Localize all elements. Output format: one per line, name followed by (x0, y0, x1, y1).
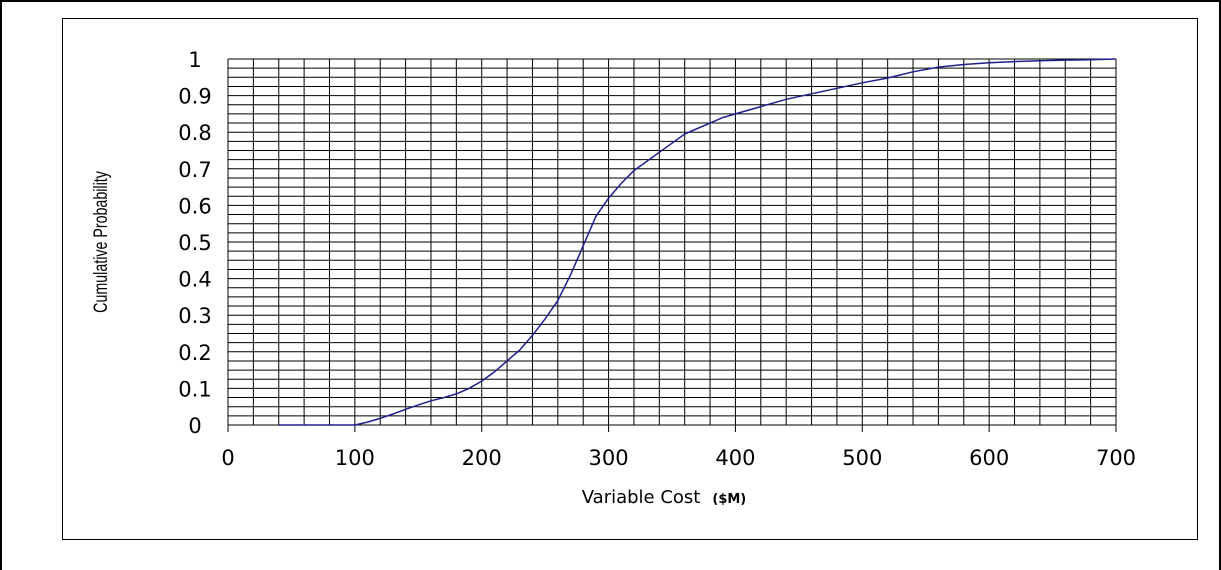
x-tick-label: 300 (589, 446, 629, 470)
cdf-line (278, 58, 1117, 426)
x-tick-label: 200 (462, 446, 502, 470)
x-tick-label: 600 (969, 446, 1009, 470)
y-tick-label: 0.6 (178, 194, 211, 218)
y-tick-label: 0.9 (178, 85, 211, 109)
x-tick-labels: 0 100 200 300 400 500 600 700 (221, 446, 1136, 470)
x-tick-label: 100 (335, 446, 375, 470)
y-tick-label: 0.1 (178, 377, 211, 401)
y-axis-label: Cumulative Probability (90, 171, 111, 313)
chart-frame: 0 0.1 0.2 0.3 0.4 0.5 0.6 0.7 0.8 0.9 1 0 100 200 300… (62, 18, 1198, 540)
x-tick-label: 400 (715, 446, 755, 470)
y-tick-label: 0.5 (178, 231, 211, 255)
y-tick-label: 0.7 (178, 158, 211, 182)
y-tick-label: 0.4 (178, 268, 211, 292)
x-tick-label: 700 (1096, 446, 1136, 470)
y-tick-label: 0.2 (178, 341, 211, 365)
x-axis-label-text: Variable Cost (582, 487, 701, 508)
y-tick-labels: 0 0.1 0.2 0.3 0.4 0.5 0.6 0.7 0.8 0.9 1 (178, 48, 211, 438)
x-axis-label: Variable Cost ($M) (582, 487, 747, 508)
y-tick-label: 1 (188, 48, 201, 72)
y-tick-label: 0.8 (178, 121, 211, 145)
x-tick-label: 0 (221, 446, 234, 470)
y-tick-label: 0 (188, 414, 201, 438)
x-tick-label: 500 (842, 446, 882, 470)
cumulative-probability-chart: 0 0.1 0.2 0.3 0.4 0.5 0.6 0.7 0.8 0.9 1 0 100 200 300… (90, 48, 1136, 508)
y-tick-label: 0.3 (178, 304, 211, 328)
grid (227, 58, 1117, 432)
x-axis-label-unit: ($M) (712, 492, 746, 507)
